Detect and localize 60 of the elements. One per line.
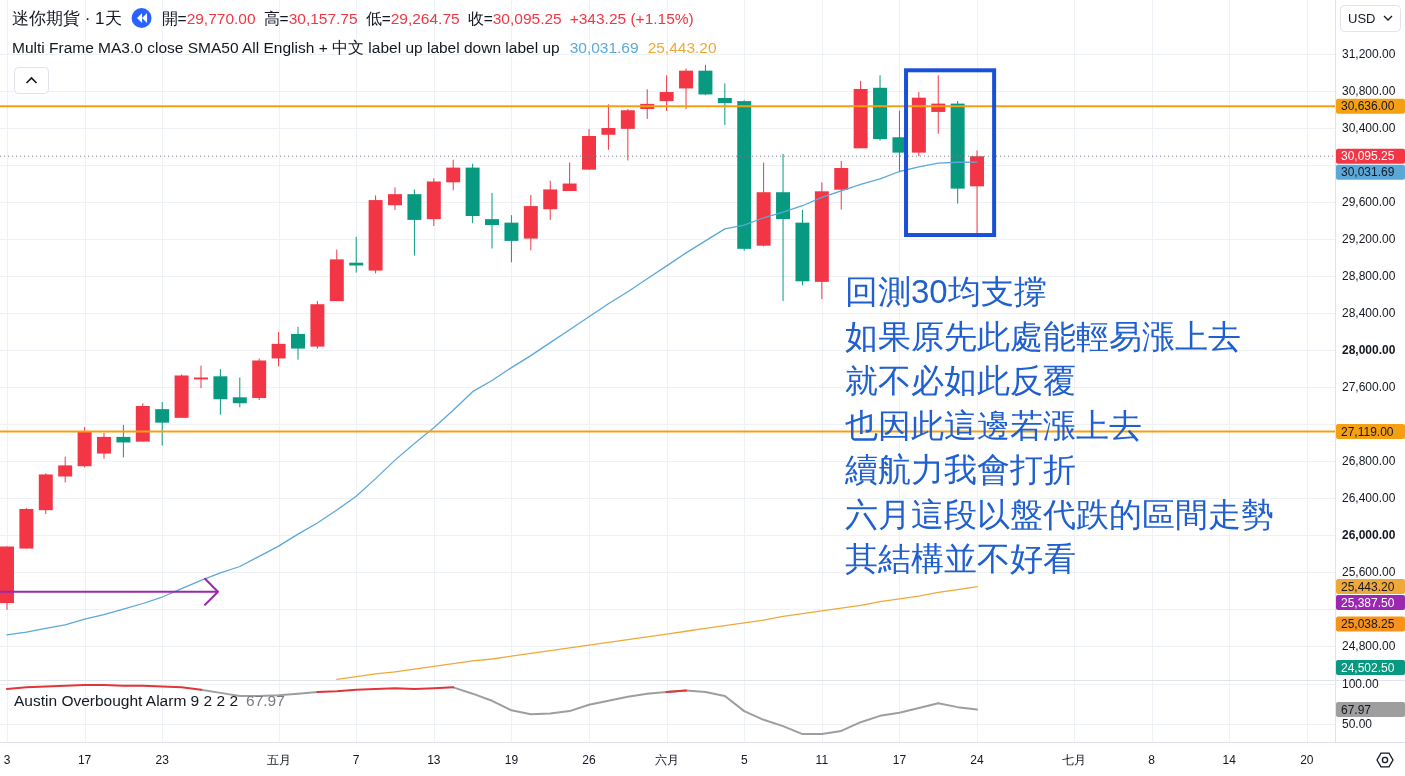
- x-tick-label: 六月: [654, 753, 679, 767]
- x-tick-label: 五月: [266, 753, 291, 767]
- x-tick-label: 24: [970, 753, 985, 767]
- annotation: 25,443.20: [647, 39, 717, 56]
- x-tick-label: 20: [1300, 753, 1314, 767]
- x-tick-label: 3: [3, 753, 11, 767]
- x-tick-label: 17: [892, 753, 907, 767]
- annotation: 收=30,095.25: [467, 10, 562, 27]
- y-tick-label: 25,600.00: [1342, 565, 1396, 580]
- y-tick-label: 29,600.00: [1342, 195, 1396, 210]
- x-tick-label: 23: [155, 753, 170, 767]
- y-tick-label: 28,400.00: [1342, 306, 1396, 321]
- y-tick-label: 28,800.00: [1342, 269, 1396, 284]
- annotation: 六月這段以盤代跌的區間走勢: [845, 495, 1274, 533]
- text: Austin Overbought Alarm 9 2 2 2: [14, 692, 239, 709]
- x-tick-label: 七月: [1062, 753, 1087, 767]
- x-tick-label: 19: [504, 753, 519, 767]
- x-tick-label: 14: [1222, 753, 1237, 767]
- text: Multi Frame MA3.0 close SMA50 All English + 中文 label up label down label up: [12, 39, 560, 56]
- ref-line-label: 30,636.00: [1341, 99, 1395, 114]
- annotation: 如果原先此處能輕易漲上去: [845, 317, 1241, 355]
- x-tick-label: 13: [427, 753, 441, 767]
- y-tick-label: 27,600.00: [1342, 380, 1396, 395]
- annotation: 30,031.69: [569, 39, 639, 56]
- y-tick-label: 24,800.00: [1342, 639, 1396, 654]
- y-tick-label: 29,200.00: [1342, 232, 1396, 247]
- annotation: 回測30均支撐: [845, 273, 1047, 310]
- y-tick-label: 28,000.00: [1342, 343, 1396, 358]
- y-tick-label: 50.00: [1342, 716, 1373, 731]
- x-tick-label: 8: [1148, 753, 1156, 767]
- annotation: 就不必如此反覆: [845, 362, 1076, 399]
- text: 迷你期貨 · 1天: [12, 9, 122, 28]
- x-tick-label: 26: [582, 753, 597, 767]
- price-tag: 24,502.50: [1336, 660, 1405, 675]
- annotation: 其結構並不好看: [845, 540, 1076, 577]
- price-tag: 25,443.20: [1336, 579, 1405, 595]
- ref-line-label: 27,119.00: [1341, 424, 1394, 439]
- y-tick-label: 26,000.00: [1342, 528, 1396, 543]
- annotation: 67.97: [246, 692, 285, 709]
- y-tick-label: 30,400.00: [1342, 121, 1396, 136]
- price-tag: 67.97: [1336, 702, 1405, 718]
- y-tick-label: 31,200.00: [1342, 47, 1396, 62]
- y-tick-label: 100.00: [1342, 677, 1380, 692]
- y-tick-label: 26,400.00: [1342, 491, 1396, 506]
- ref-line-label: 30,095.25: [1341, 149, 1395, 164]
- annotation: 開=29,770.00: [161, 10, 256, 27]
- x-tick-label: 7: [352, 753, 360, 767]
- y-axis-title: USD: [1348, 11, 1376, 26]
- annotation: 高=30,157.75: [263, 10, 358, 27]
- annotation: 低=29,264.75: [365, 10, 460, 27]
- annotation: 續航力我會打折: [844, 451, 1076, 488]
- y-tick-label: 26,800.00: [1342, 454, 1396, 469]
- annotation: +343.25 (+1.15%): [569, 10, 694, 27]
- price-tag: 25,387.50: [1336, 595, 1405, 611]
- y-tick-label: 30,800.00: [1342, 84, 1396, 99]
- x-tick-label: 5: [740, 753, 748, 767]
- price-tag: 27,119.00: [1336, 424, 1405, 440]
- x-tick-label: 17: [77, 753, 92, 767]
- currency-menu: USD: [1340, 5, 1401, 32]
- x-tick-label: 11: [815, 753, 829, 767]
